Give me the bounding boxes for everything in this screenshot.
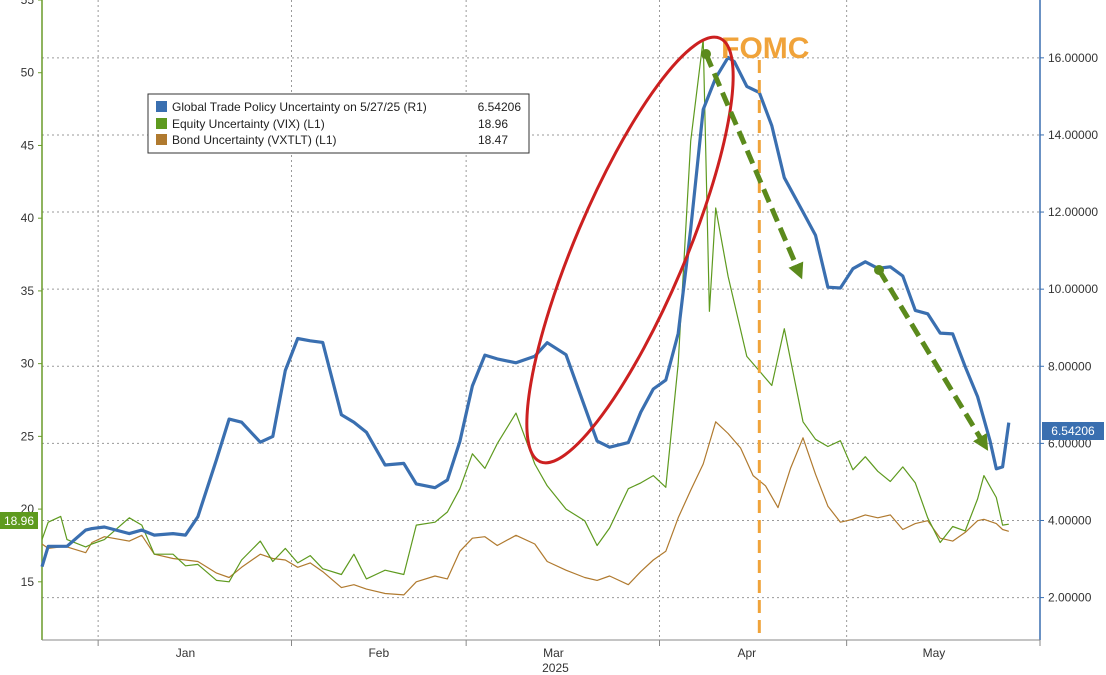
left-tick-label-5: 40 — [21, 211, 35, 225]
trend-arrow-1-start — [701, 49, 711, 59]
last-value-badge-left: 18.96 — [0, 512, 38, 529]
right-tick-label-6: 14.00000 — [1048, 128, 1098, 142]
last-value-badge-right: 6.54206 — [1042, 422, 1104, 440]
left-tick-label-0: 15 — [21, 575, 35, 589]
fomc-annotation: FOMC — [721, 32, 809, 638]
highlight-ellipse — [525, 35, 735, 465]
fomc-label: FOMC — [721, 32, 809, 65]
last-value-badge-right-text: 6.54206 — [1051, 424, 1095, 438]
legend-value-trade-policy: 6.54206 — [478, 100, 522, 114]
left-tick-label-7: 50 — [21, 66, 35, 80]
x-tick-label-apr: Apr — [737, 646, 756, 660]
last-value-badge-left-text: 18.96 — [4, 514, 34, 528]
last-value-badge-right-box — [1042, 422, 1104, 440]
axes-frame — [41, 0, 1041, 641]
series-line-vxtlt — [41, 421, 1009, 596]
left-tick-label-2: 25 — [21, 429, 35, 443]
left-tick-label-4: 35 — [21, 284, 35, 298]
right-tick-label-5: 12.00000 — [1048, 205, 1098, 219]
x-year-label: 2025 — [542, 661, 569, 675]
trend-arrows — [701, 49, 989, 451]
trend-arrow-2 — [876, 268, 989, 451]
x-tick-label-may: May — [923, 646, 946, 660]
right-tick-label-1: 4.00000 — [1048, 513, 1092, 527]
left-tick-label-6: 45 — [21, 138, 35, 152]
legend-label-vxtlt: Bond Uncertainty (VXTLT) (L1) — [172, 133, 337, 147]
right-tick-label-3: 8.00000 — [1048, 359, 1092, 373]
legend: Global Trade Policy Uncertainty on 5/27/… — [147, 93, 530, 154]
series-line-vix — [41, 38, 1009, 583]
legend-label-trade-policy: Global Trade Policy Uncertainty on 5/27/… — [172, 100, 427, 114]
right-axis-ticks: 2.000004.000006.000008.0000010.0000012.0… — [1040, 51, 1098, 605]
right-tick-label-0: 2.00000 — [1048, 591, 1092, 605]
left-tick-label-8: 55 — [21, 0, 35, 7]
legend-value-vix: 18.96 — [478, 117, 508, 131]
last-value-badge-left-box — [0, 512, 38, 529]
legend-box — [147, 93, 530, 154]
x-tick-label-mar: Mar — [543, 646, 564, 660]
x-axis-ticks: Jan Feb Mar Apr May — [176, 646, 946, 660]
trend-arrow-1 — [703, 53, 804, 280]
legend-swatch-vxtlt — [156, 134, 167, 145]
right-tick-label-7: 16.00000 — [1048, 51, 1098, 65]
x-tick-label-feb: Feb — [368, 646, 389, 660]
legend-label-vix: Equity Uncertainty (VIX) (L1) — [172, 117, 325, 131]
left-tick-label-3: 30 — [21, 357, 35, 371]
legend-swatch-vix — [156, 118, 167, 129]
right-tick-label-4: 10.00000 — [1048, 282, 1098, 296]
legend-value-vxtlt: 18.47 — [478, 133, 508, 147]
legend-swatch-trade-policy — [156, 101, 167, 112]
x-tick-label-jan: Jan — [176, 646, 195, 660]
trend-arrow-2-start — [874, 265, 884, 275]
